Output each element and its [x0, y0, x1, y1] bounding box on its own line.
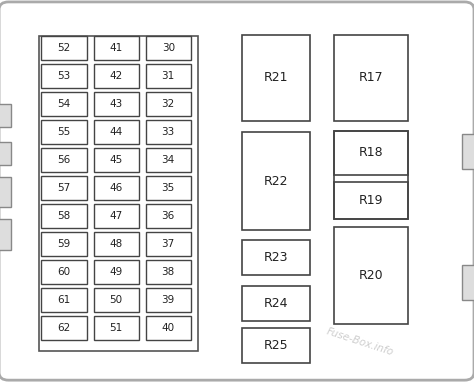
Text: 35: 35	[162, 183, 175, 193]
Text: 40: 40	[162, 323, 175, 333]
Text: 47: 47	[109, 211, 123, 221]
Bar	[42, 232, 86, 256]
Bar	[0, 219, 11, 250]
Bar	[334, 131, 408, 219]
Bar	[94, 92, 138, 116]
Bar	[146, 64, 191, 88]
Bar	[42, 260, 86, 284]
Text: R22: R22	[264, 175, 288, 188]
Bar	[42, 92, 86, 116]
Text: 53: 53	[57, 71, 71, 81]
Bar	[94, 316, 138, 340]
Text: 30: 30	[162, 43, 175, 53]
Bar	[146, 232, 191, 256]
Text: 62: 62	[57, 323, 71, 333]
Bar	[146, 260, 191, 284]
Bar	[242, 240, 310, 275]
Text: 58: 58	[57, 211, 71, 221]
Bar	[146, 204, 191, 228]
Text: 36: 36	[162, 211, 175, 221]
Text: 51: 51	[109, 323, 123, 333]
Bar	[39, 36, 198, 351]
Bar	[146, 288, 191, 312]
Text: 31: 31	[162, 71, 175, 81]
Bar	[94, 288, 138, 312]
Bar	[42, 64, 86, 88]
Bar	[242, 35, 310, 121]
Bar	[42, 148, 86, 172]
Text: 38: 38	[162, 267, 175, 277]
Text: 44: 44	[109, 127, 123, 137]
Text: R24: R24	[264, 297, 288, 310]
Text: 57: 57	[57, 183, 71, 193]
Bar	[94, 120, 138, 144]
Bar	[242, 286, 310, 321]
Text: 39: 39	[162, 295, 175, 305]
Bar	[334, 35, 408, 121]
Bar	[462, 134, 474, 169]
Text: 52: 52	[57, 43, 71, 53]
Text: 55: 55	[57, 127, 71, 137]
Bar	[42, 316, 86, 340]
Text: R18: R18	[359, 146, 383, 159]
Bar	[42, 288, 86, 312]
Bar	[334, 131, 408, 175]
Bar	[146, 176, 191, 200]
Text: R20: R20	[359, 269, 383, 282]
Bar	[146, 120, 191, 144]
Text: Fuse-Box.info: Fuse-Box.info	[325, 326, 395, 358]
Bar	[242, 328, 310, 363]
Bar	[0, 142, 11, 165]
Bar	[94, 148, 138, 172]
Text: 33: 33	[162, 127, 175, 137]
Bar	[334, 182, 408, 219]
Bar	[146, 36, 191, 60]
Bar	[94, 232, 138, 256]
Text: 32: 32	[162, 99, 175, 109]
Text: 34: 34	[162, 155, 175, 165]
Text: 43: 43	[109, 99, 123, 109]
Bar	[94, 176, 138, 200]
Bar	[146, 148, 191, 172]
Text: 42: 42	[109, 71, 123, 81]
Bar	[42, 176, 86, 200]
Bar	[334, 227, 408, 324]
Text: 50: 50	[109, 295, 123, 305]
Bar	[42, 120, 86, 144]
Bar	[242, 132, 310, 230]
Text: 60: 60	[57, 267, 71, 277]
Text: R21: R21	[264, 71, 288, 84]
Text: 59: 59	[57, 239, 71, 249]
Text: 37: 37	[162, 239, 175, 249]
Text: 46: 46	[109, 183, 123, 193]
Bar	[0, 104, 11, 127]
Text: 45: 45	[109, 155, 123, 165]
Text: R17: R17	[359, 71, 383, 84]
Text: 54: 54	[57, 99, 71, 109]
Bar	[94, 260, 138, 284]
Text: R19: R19	[359, 194, 383, 207]
Bar	[146, 92, 191, 116]
Bar	[42, 36, 86, 60]
Text: R25: R25	[264, 339, 288, 352]
Text: 41: 41	[109, 43, 123, 53]
Text: 49: 49	[109, 267, 123, 277]
Bar	[0, 177, 11, 207]
Bar	[94, 204, 138, 228]
Bar	[462, 265, 474, 300]
Bar	[94, 64, 138, 88]
Text: 48: 48	[109, 239, 123, 249]
Bar	[94, 36, 138, 60]
Bar	[146, 316, 191, 340]
Text: 56: 56	[57, 155, 71, 165]
Text: R23: R23	[264, 251, 288, 264]
Text: 61: 61	[57, 295, 71, 305]
Bar	[42, 204, 86, 228]
